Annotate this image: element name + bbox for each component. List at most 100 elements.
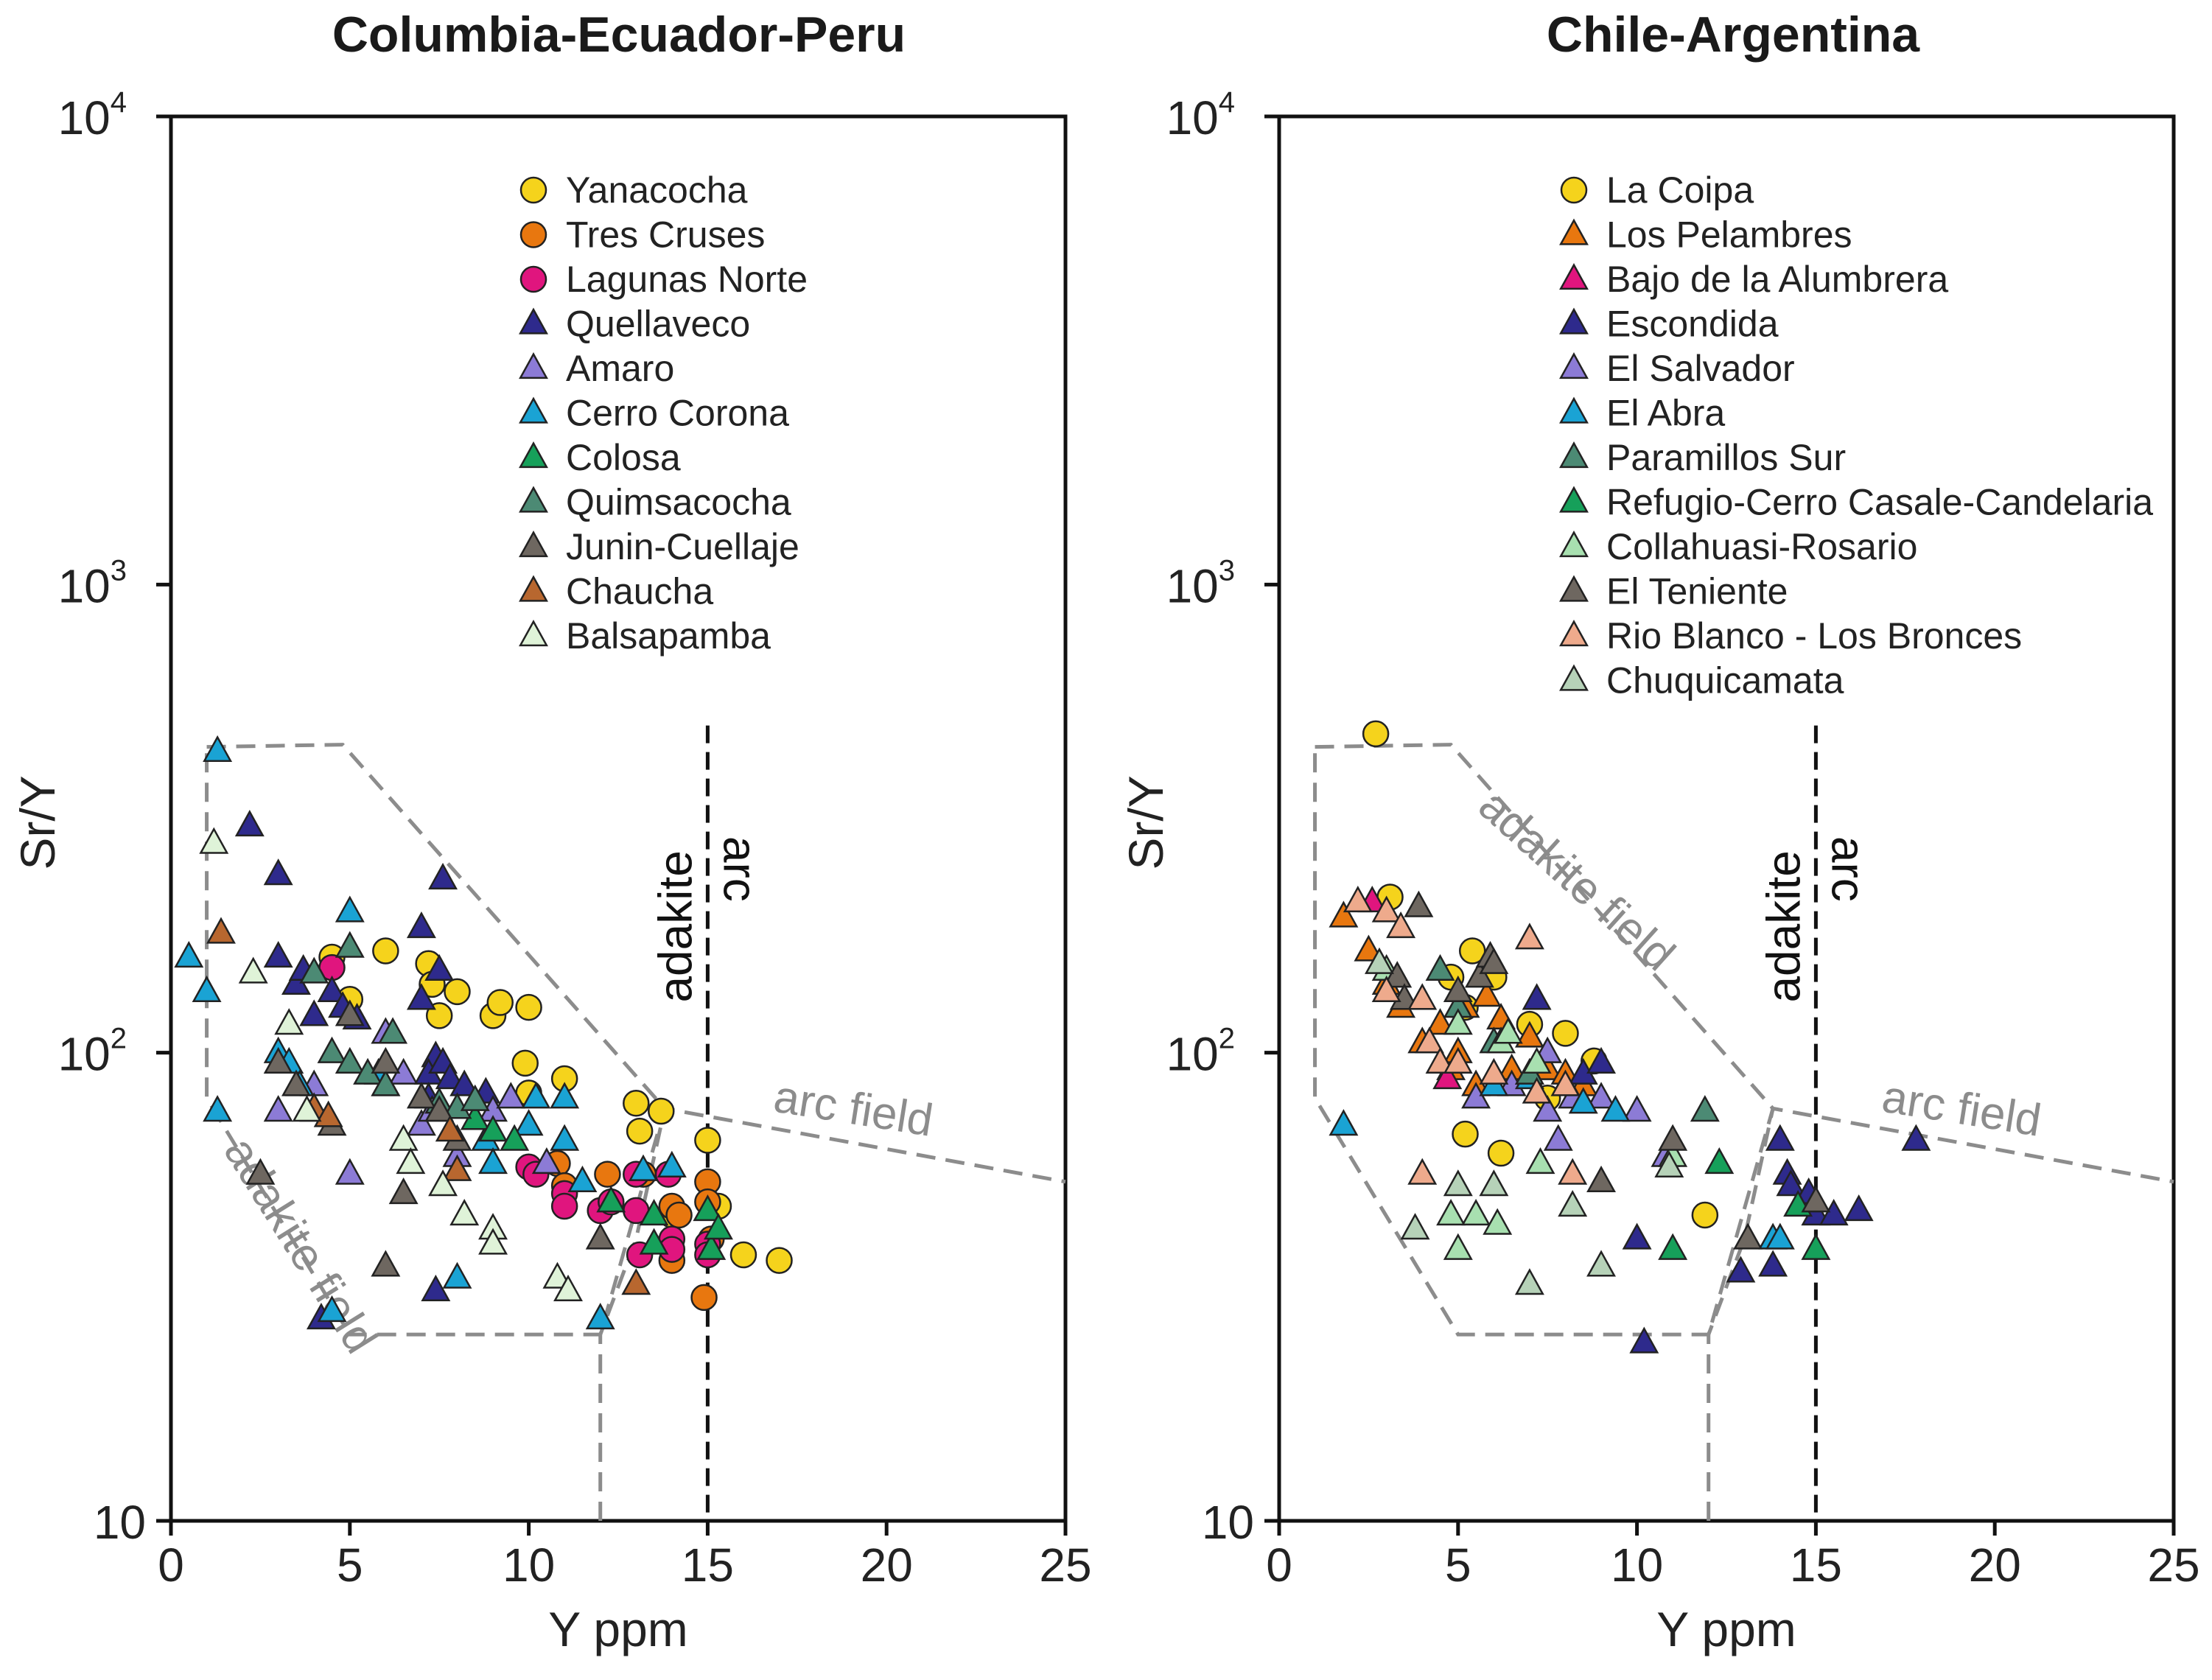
data-point bbox=[657, 1150, 687, 1177]
data-point bbox=[648, 1097, 675, 1125]
data-point bbox=[435, 1062, 465, 1090]
data-point bbox=[1586, 1250, 1617, 1277]
x-tick-label: 10 bbox=[1611, 1539, 1663, 1592]
series-balsapamba bbox=[199, 827, 583, 1301]
x-tick-label: 20 bbox=[1969, 1539, 2021, 1592]
data-point bbox=[696, 1233, 727, 1260]
data-point bbox=[442, 1154, 472, 1181]
data-point bbox=[1776, 1169, 1806, 1197]
data-point bbox=[317, 1036, 347, 1063]
data-point bbox=[335, 895, 365, 923]
data-point bbox=[263, 858, 293, 886]
x-tick-label: 25 bbox=[1039, 1539, 1091, 1592]
data-point bbox=[1690, 1095, 1720, 1122]
data-point bbox=[442, 1261, 472, 1289]
data-point bbox=[335, 1046, 365, 1074]
data-point bbox=[1479, 1057, 1509, 1085]
x-tick-label: 0 bbox=[158, 1539, 184, 1592]
data-point bbox=[1522, 983, 1552, 1010]
series-chuquicamata bbox=[1364, 947, 1684, 1295]
right-chart-title: Chile-Argentina bbox=[1546, 7, 1920, 63]
data-point bbox=[449, 1199, 480, 1226]
data-point bbox=[424, 953, 455, 981]
x-tick-label: 15 bbox=[1790, 1539, 1842, 1592]
data-point bbox=[1586, 1165, 1617, 1193]
data-point bbox=[1522, 1046, 1552, 1074]
data-point bbox=[371, 1046, 401, 1074]
data-point bbox=[1386, 911, 1416, 939]
y-tick-label: 102 bbox=[58, 1023, 127, 1081]
data-point bbox=[639, 1199, 669, 1226]
data-point bbox=[1483, 1208, 1513, 1235]
data-point bbox=[500, 1124, 530, 1151]
legend-marker bbox=[519, 307, 548, 335]
data-point bbox=[1801, 1233, 1831, 1260]
data-point bbox=[1407, 1158, 1438, 1185]
data-point bbox=[478, 1228, 508, 1255]
data-point bbox=[1364, 947, 1394, 974]
legend-marker bbox=[519, 531, 548, 558]
data-point bbox=[1658, 1124, 1688, 1151]
data-point bbox=[729, 1241, 757, 1269]
data-point bbox=[460, 1084, 490, 1111]
data-point bbox=[435, 1115, 465, 1142]
y-tick-label: 103 bbox=[1166, 554, 1235, 612]
legend-marker bbox=[1559, 352, 1589, 379]
data-point bbox=[406, 1109, 436, 1136]
data-point bbox=[665, 1201, 693, 1229]
legend-marker bbox=[1559, 396, 1589, 424]
x-tick-label: 25 bbox=[2147, 1539, 2199, 1592]
data-point bbox=[371, 1069, 401, 1096]
x-axis-label: Y ppm bbox=[548, 1602, 688, 1656]
legend-label: El Abra bbox=[1606, 393, 1725, 434]
x-tick-label: 15 bbox=[682, 1539, 734, 1592]
data-point bbox=[1443, 1233, 1473, 1260]
data-point bbox=[478, 1115, 508, 1142]
data-point bbox=[263, 1046, 293, 1074]
legend-marker bbox=[1559, 620, 1589, 647]
data-point bbox=[1514, 1268, 1544, 1295]
data-point bbox=[1550, 1069, 1581, 1096]
data-point bbox=[629, 1154, 658, 1181]
data-point bbox=[1558, 1158, 1588, 1185]
arc-label: arc bbox=[1821, 836, 1875, 902]
data-point bbox=[1436, 1199, 1466, 1226]
legend-label: Bajo de la Alumbrera bbox=[1606, 259, 1948, 300]
data-point bbox=[1329, 1109, 1359, 1136]
arc-field-boundary bbox=[1707, 1106, 2174, 1521]
data-point bbox=[317, 1295, 347, 1323]
data-point bbox=[1493, 1017, 1523, 1044]
data-point bbox=[1414, 1026, 1444, 1054]
legend-marker bbox=[519, 265, 547, 293]
legend-label: Refugio-Cerro Casale-Candelaria bbox=[1606, 482, 2153, 523]
data-point bbox=[1425, 1008, 1455, 1035]
data-point bbox=[1354, 934, 1384, 962]
data-point bbox=[174, 941, 204, 968]
x-tick-label: 0 bbox=[1266, 1539, 1292, 1592]
data-point bbox=[335, 931, 365, 958]
data-point bbox=[626, 1117, 654, 1145]
legend-label: Escondida bbox=[1606, 304, 1779, 345]
data-point bbox=[1533, 1095, 1563, 1122]
legend-marker bbox=[519, 221, 547, 248]
data-point bbox=[1487, 1139, 1515, 1167]
y-tick-label: 103 bbox=[58, 554, 127, 612]
data-point bbox=[1622, 1095, 1652, 1122]
legend-label: Lagunas Norte bbox=[566, 259, 808, 300]
arc-label: arc bbox=[713, 836, 766, 902]
legend-label: La Coipa bbox=[1606, 169, 1754, 211]
data-point bbox=[1844, 1194, 1874, 1222]
data-point bbox=[388, 1177, 419, 1205]
data-point bbox=[1733, 1222, 1763, 1250]
series-escondida bbox=[1522, 983, 1931, 1354]
data-point bbox=[299, 956, 329, 984]
legend-label: Chaucha bbox=[566, 571, 713, 612]
data-point bbox=[406, 983, 436, 1010]
data-point bbox=[1329, 900, 1359, 928]
series-rio-blanco-los-bronces bbox=[1343, 885, 1588, 1185]
legend-label: Quimsacocha bbox=[566, 482, 791, 523]
legend-label: Balsapamba bbox=[566, 615, 771, 657]
data-point bbox=[478, 1147, 508, 1175]
